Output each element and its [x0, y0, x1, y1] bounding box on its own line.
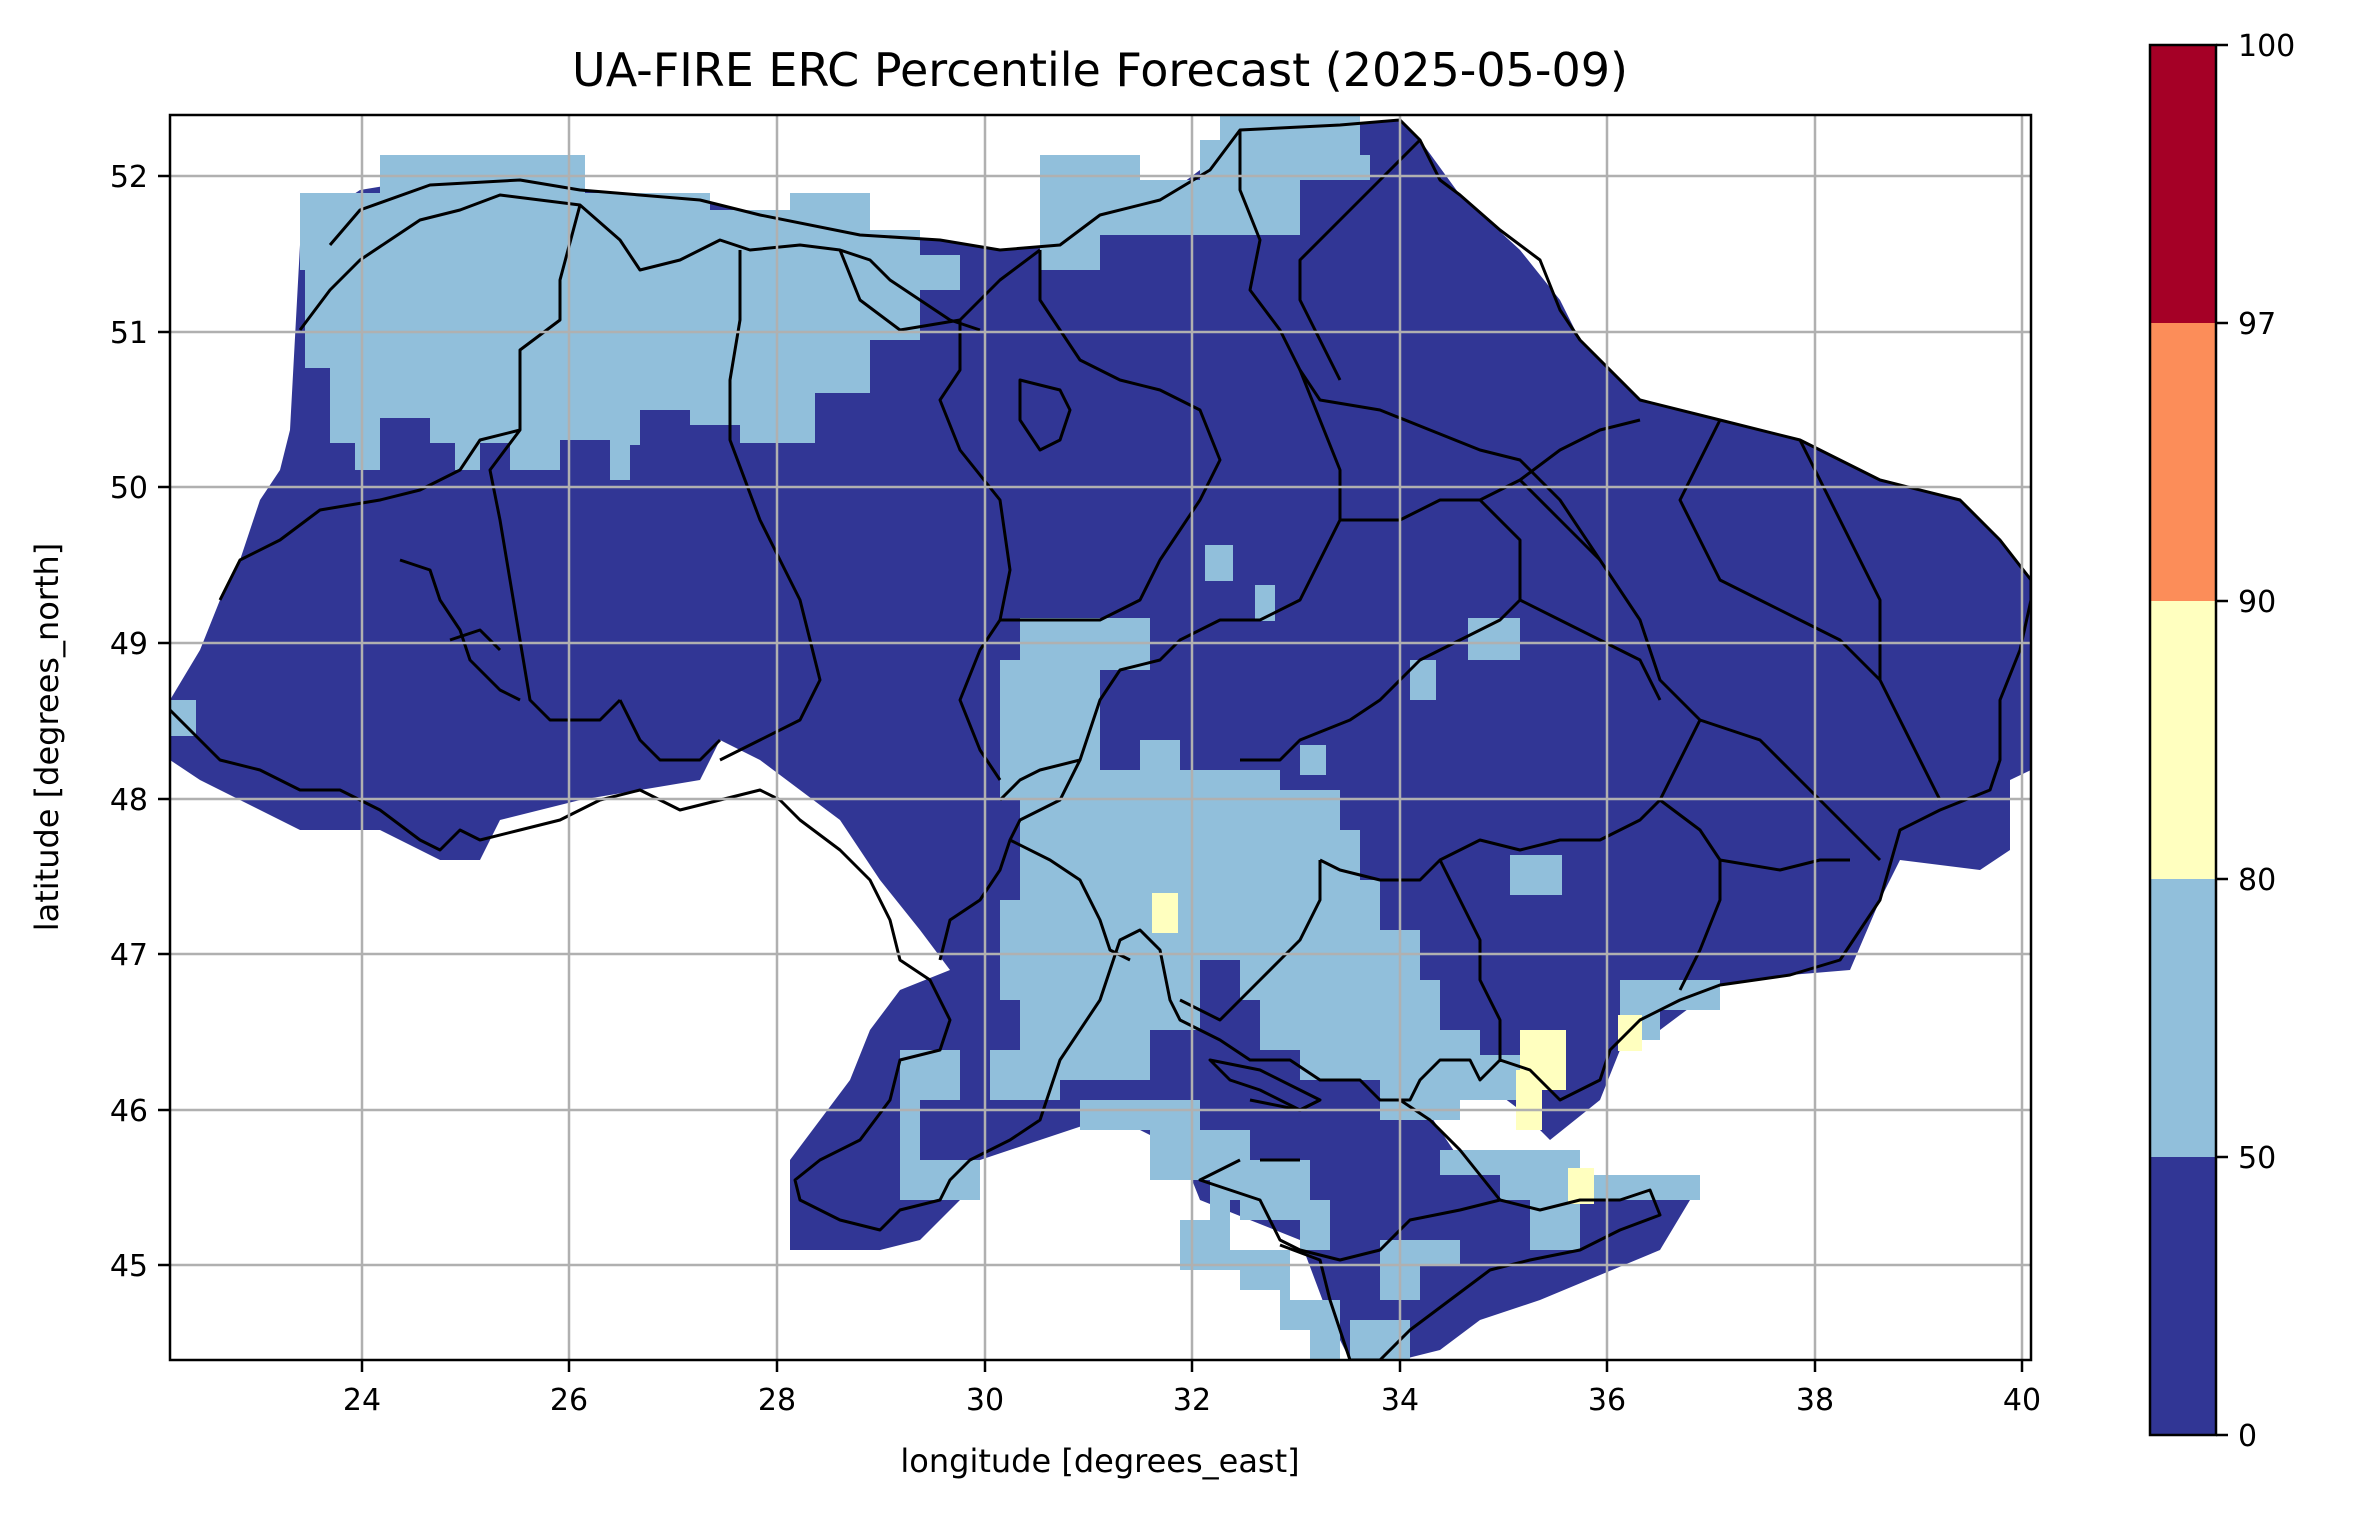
y-tick-label: 46 [110, 1094, 148, 1129]
x-tick-label: 30 [966, 1383, 1004, 1418]
colorbar: 100 97 90 80 50 0 [2148, 29, 2295, 1454]
y-tick-label: 45 [110, 1249, 148, 1284]
colorbar-bin-90-97 [2150, 323, 2216, 601]
x-axis-label: longitude [degrees_east] [900, 1442, 1299, 1480]
x-tick-label: 34 [1381, 1383, 1419, 1418]
x-axis: 24 26 28 30 32 34 36 38 40 longitude [de… [343, 1360, 2041, 1480]
chart-title: UA-FIRE ERC Percentile Forecast (2025-05… [572, 43, 1628, 97]
colorbar-tick-label: 100 [2238, 29, 2295, 64]
x-tick-label: 36 [1588, 1383, 1626, 1418]
y-tick-label: 47 [110, 938, 148, 973]
grid-lines [170, 115, 2031, 1360]
colorbar-frame [2148, 43, 2218, 1437]
y-tick-label: 52 [110, 160, 148, 195]
colorbar-tick-label: 97 [2238, 307, 2276, 342]
y-tick-label: 50 [110, 471, 148, 506]
colorbar-bin-0-50 [2150, 1157, 2216, 1435]
colorbar-tick-label: 80 [2238, 863, 2276, 898]
colorbar-bin-50-80 [2150, 879, 2216, 1157]
x-tick-label: 28 [758, 1383, 796, 1418]
x-tick-label: 32 [1173, 1383, 1211, 1418]
colorbar-bin-97-100 [2150, 45, 2216, 323]
colorbar-tick-label: 0 [2238, 1419, 2257, 1454]
colorbar-bin-80-90 [2150, 601, 2216, 879]
x-tick-label: 40 [2003, 1383, 2041, 1418]
x-tick-label: 38 [1796, 1383, 1834, 1418]
map-area [168, 113, 2033, 1362]
y-tick-label: 51 [110, 316, 148, 351]
y-axis: 45 46 47 48 49 50 51 52 latitude [degree… [28, 160, 170, 1284]
map-frame [168, 113, 2033, 1362]
y-axis-label: latitude [degrees_north] [28, 543, 66, 932]
x-tick-label: 26 [550, 1383, 588, 1418]
x-tick-label: 24 [343, 1383, 381, 1418]
colorbar-tick-label: 50 [2238, 1141, 2276, 1176]
colorbar-tick-label: 90 [2238, 585, 2276, 620]
y-tick-label: 48 [110, 783, 148, 818]
y-tick-label: 49 [110, 627, 148, 662]
